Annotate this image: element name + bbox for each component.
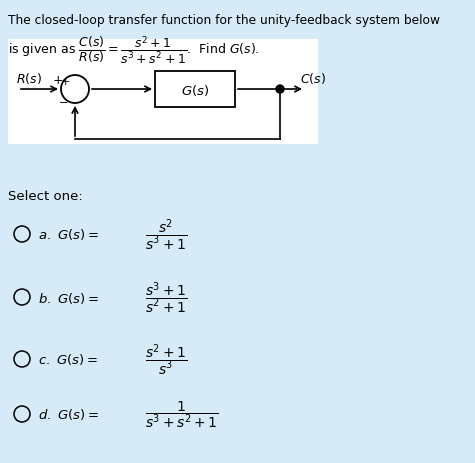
Text: +: + bbox=[60, 77, 70, 87]
Text: Select one:: Select one: bbox=[8, 189, 83, 203]
Text: $\dfrac{s^2}{s^3+1}$: $\dfrac{s^2}{s^3+1}$ bbox=[145, 217, 187, 252]
Text: −: − bbox=[59, 98, 69, 108]
Text: The closed-loop transfer function for the unity-feedback system below: The closed-loop transfer function for th… bbox=[8, 14, 440, 27]
Circle shape bbox=[276, 86, 284, 94]
Text: +: + bbox=[53, 73, 63, 86]
Text: $\mathit{b.}\ G(s) =$: $\mathit{b.}\ G(s) =$ bbox=[38, 290, 99, 305]
Text: $\mathit{a.}\ G(s) =$: $\mathit{a.}\ G(s) =$ bbox=[38, 227, 99, 242]
Text: $C(s)$: $C(s)$ bbox=[300, 71, 326, 86]
Text: $\mathit{d.}\ G(s) =$: $\mathit{d.}\ G(s) =$ bbox=[38, 407, 99, 422]
Text: $R(s)$: $R(s)$ bbox=[16, 71, 42, 86]
Text: is given as $\dfrac{C(s)}{R(s)}=\dfrac{s^2+1}{s^3+s^2+1}$.  Find $G(s)$.: is given as $\dfrac{C(s)}{R(s)}=\dfrac{s… bbox=[8, 34, 260, 66]
Text: $\mathit{c.}\ G(s) =$: $\mathit{c.}\ G(s) =$ bbox=[38, 352, 98, 367]
Text: $\dfrac{1}{s^3+s^2+1}$: $\dfrac{1}{s^3+s^2+1}$ bbox=[145, 399, 219, 430]
Text: $\dfrac{s^3+1}{s^2+1}$: $\dfrac{s^3+1}{s^2+1}$ bbox=[145, 280, 187, 315]
Bar bbox=[155, 72, 235, 108]
Text: $\dfrac{s^2+1}{s^3}$: $\dfrac{s^2+1}{s^3}$ bbox=[145, 342, 187, 377]
Text: $G(s)$: $G(s)$ bbox=[181, 82, 209, 97]
Bar bbox=[8, 40, 318, 144]
